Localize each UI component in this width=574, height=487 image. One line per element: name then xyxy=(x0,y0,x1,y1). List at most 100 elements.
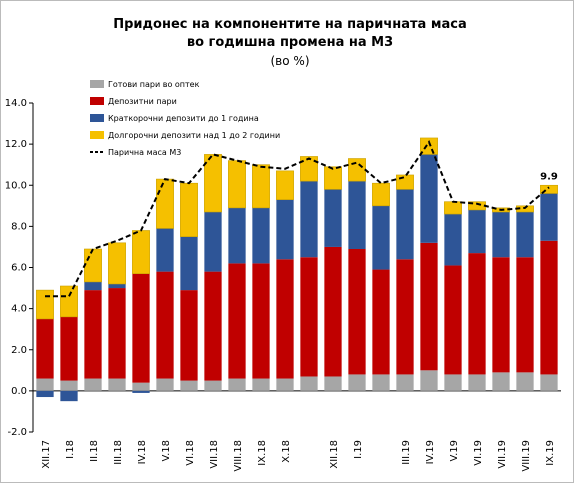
x-tick-label: X.18 xyxy=(281,440,292,463)
x-tick-label: XII.18 xyxy=(329,440,340,469)
bar-segment xyxy=(84,378,102,391)
bar-segment xyxy=(516,372,534,391)
bar-segment xyxy=(204,211,222,272)
bar-segment xyxy=(540,193,558,241)
y-tick-label: 6.0 xyxy=(11,263,27,274)
bar-segment xyxy=(396,174,414,190)
bar-segment xyxy=(324,376,342,391)
bar-segment xyxy=(132,273,150,383)
data-label: 9.9 xyxy=(540,171,558,182)
bar-segment xyxy=(468,209,486,254)
x-tick-label: IV.19 xyxy=(425,440,436,464)
bar-segment xyxy=(132,230,150,274)
bar-segment xyxy=(444,374,462,391)
x-tick-label: IX.18 xyxy=(257,440,268,466)
bar-segment xyxy=(300,156,318,182)
y-tick-label: -2.0 xyxy=(7,427,27,438)
bar-segment xyxy=(156,228,174,272)
x-tick-label: VIII.18 xyxy=(233,440,244,472)
legend-label: Долгорочни депозити над 1 до 2 години xyxy=(108,131,280,140)
bar-segment xyxy=(372,205,390,270)
bar-segment xyxy=(108,283,126,289)
bar-segment xyxy=(420,370,438,391)
bar-segment xyxy=(420,242,438,371)
bar-segment xyxy=(276,170,294,200)
legend-label: Краткорочни депозити до 1 година xyxy=(108,114,259,123)
x-tick-label: VI.19 xyxy=(473,440,484,466)
legend-swatch xyxy=(90,97,104,105)
y-tick-label: 8.0 xyxy=(11,221,27,232)
legend-label: Парична маса М3 xyxy=(108,148,181,157)
legend-label: Депозитни пари xyxy=(108,97,177,106)
bar-segment xyxy=(348,374,366,391)
bar-segment xyxy=(228,160,246,209)
x-tick-label: III.18 xyxy=(113,440,124,465)
y-tick-label: 0.0 xyxy=(11,386,27,397)
bar-segment xyxy=(348,248,366,375)
x-tick-label: V.19 xyxy=(449,440,460,461)
bar-segment xyxy=(204,154,222,213)
line-series xyxy=(45,139,550,298)
bar-segment xyxy=(228,378,246,391)
bar-segment xyxy=(108,288,126,379)
bar-segment xyxy=(276,378,294,391)
bar-segment xyxy=(204,271,222,381)
bar-segment xyxy=(348,181,366,249)
bar-segment xyxy=(444,265,462,375)
bar-segment xyxy=(372,269,390,375)
bar-segment xyxy=(540,374,558,391)
bar-segment xyxy=(180,182,198,237)
bar-segment xyxy=(36,378,54,391)
chart-title: Придонес на компонентите на паричната ма… xyxy=(113,17,466,32)
bar-segment xyxy=(84,290,102,379)
bar-segment xyxy=(420,154,438,243)
legend-swatch xyxy=(90,114,104,122)
bar-segment xyxy=(156,378,174,391)
y-tick-label: 10.0 xyxy=(5,180,27,191)
bar-segment xyxy=(60,390,78,402)
bar-segment xyxy=(108,242,126,285)
bar-segment xyxy=(396,259,414,375)
bar-segment xyxy=(36,318,54,379)
x-tick-label: IX.19 xyxy=(545,440,556,466)
bar-segment xyxy=(468,374,486,391)
x-tick-label: VII.19 xyxy=(497,440,508,469)
bar-segment xyxy=(444,214,462,266)
x-tick-label: IV.18 xyxy=(137,440,148,464)
legend-label: Готови пари во оптек xyxy=(108,80,200,89)
bar-segment xyxy=(444,201,462,215)
bar-segment xyxy=(84,248,102,283)
x-tick-label: I.18 xyxy=(65,440,76,459)
bar-segment xyxy=(180,380,198,391)
bar-segment xyxy=(276,199,294,260)
bar-segment xyxy=(372,182,390,207)
bar-segment xyxy=(396,374,414,391)
bar-segment xyxy=(228,263,246,379)
bar-segment xyxy=(60,316,78,381)
legend-swatch xyxy=(90,80,104,88)
bar-segment xyxy=(300,376,318,391)
bar-segment xyxy=(516,257,534,373)
bar-segment xyxy=(36,289,54,320)
x-tick-label: V.18 xyxy=(161,440,172,461)
bar-segment xyxy=(252,263,270,379)
bar-segment xyxy=(492,257,510,373)
bar-segment xyxy=(60,380,78,391)
bar-segment xyxy=(348,158,366,182)
bar-segment xyxy=(492,211,510,258)
bar-segment xyxy=(252,378,270,391)
bar-segment xyxy=(132,390,150,393)
y-tick-label: 12.0 xyxy=(5,139,27,150)
bar-segment xyxy=(324,246,342,377)
legend-swatch xyxy=(90,131,104,139)
bar-segment xyxy=(156,271,174,379)
bar-segment xyxy=(252,207,270,264)
bar-segment xyxy=(324,189,342,247)
bar-segment xyxy=(60,285,78,318)
bar-segment xyxy=(252,164,270,209)
bar-segment xyxy=(228,207,246,264)
x-tick-label: VIII.19 xyxy=(521,440,532,472)
x-tick-label: III.19 xyxy=(401,440,412,465)
bar-segment xyxy=(84,281,102,291)
